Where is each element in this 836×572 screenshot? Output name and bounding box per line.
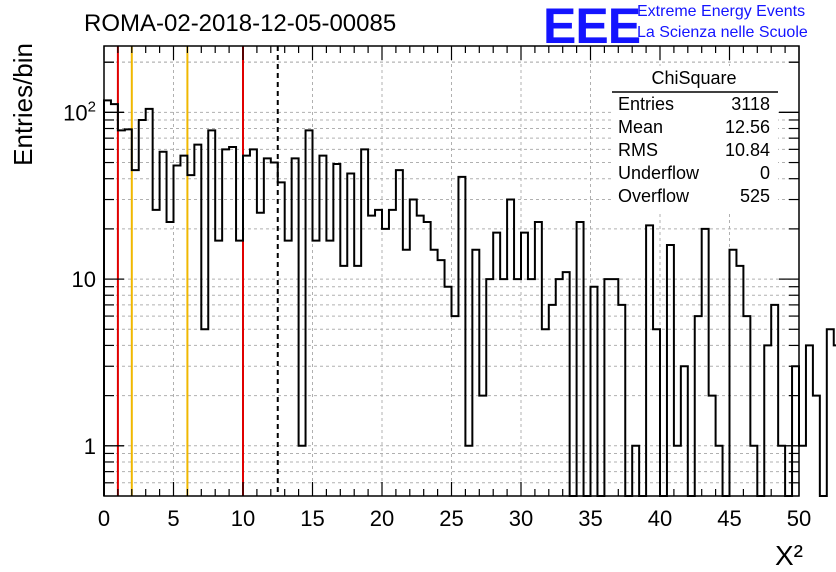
stats-row-label: Underflow [618,163,700,183]
stats-title: ChiSquare [651,68,736,88]
x-axis-label: X² [775,540,803,571]
stats-row-label: Overflow [618,186,690,206]
stats-row-value: 3118 [731,94,770,114]
logo-subtitle-line2: La Scienza nelle Scuole [637,24,808,41]
stats-row-label: RMS [618,140,658,160]
y-tick-label: 10 [72,267,96,292]
eee-logo: EEE [543,0,641,54]
x-tick-label: 20 [370,506,394,531]
logo-subtitle-line1: Extreme Energy Events [637,3,806,20]
axis-ticks [103,46,800,496]
x-tick-label: 50 [787,506,811,531]
y-axis-label: Entries/bin [8,43,38,166]
histogram-series [103,99,836,497]
stats-row-value: 0 [760,163,770,183]
y-tick-label: 102 [63,98,96,125]
x-tick-label: 30 [509,506,533,531]
x-tick-label: 10 [231,506,255,531]
stats-row-label: Entries [618,94,674,114]
reference-lines [116,46,279,496]
x-tick-label: 5 [167,506,179,531]
stats-row-label: Mean [618,117,663,137]
axis-labels: 0 5 10 15 20 25 30 35 40 45 50 1 10 102 [63,98,811,531]
x-tick-label: 25 [439,506,463,531]
x-tick-label: 45 [717,506,741,531]
plot-title: ROMA-02-2018-12-05-00085 [84,10,397,37]
stats-row-value: 10.84 [725,140,770,160]
y-tick-label: 1 [84,434,96,459]
x-tick-label: 40 [648,506,672,531]
stats-box: ChiSquare Entries 3118 Mean 12.56 RMS 10.84 Un… [612,66,778,212]
x-tick-label: 35 [578,506,602,531]
x-tick-label: 15 [300,506,324,531]
stats-row-value: 12.56 [725,117,770,137]
x-tick-label: 0 [98,506,110,531]
stats-row-value: 525 [740,186,770,206]
